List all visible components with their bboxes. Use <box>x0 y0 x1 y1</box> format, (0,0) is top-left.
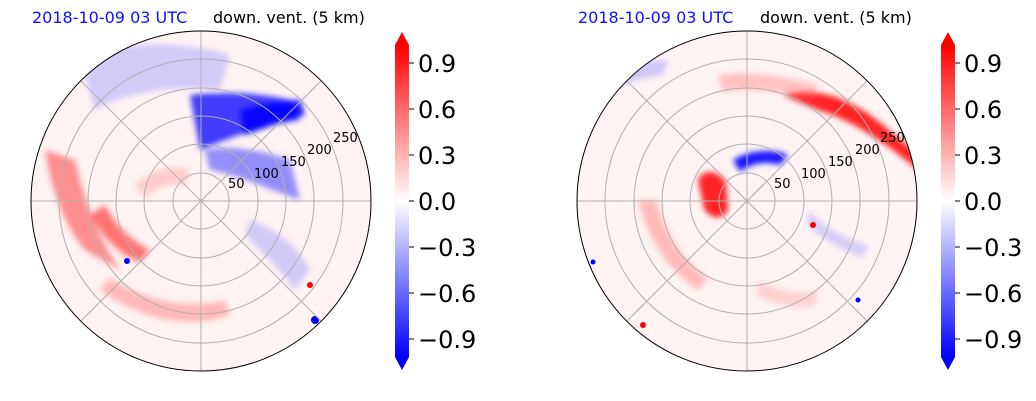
left-cb-tick-0.6: 0.6 <box>418 96 456 124</box>
right-radial-label-50: 50 <box>774 177 791 192</box>
right-polar-grid <box>577 31 917 371</box>
right-polar-plot: 50 100 150 200 250 0.9 0.6 0.3 0.0 −0.3 … <box>576 30 1022 372</box>
right-colorbar-extend-max <box>941 32 955 45</box>
left-cb-tick-0.9: 0.9 <box>418 50 456 78</box>
right-cb-tick-0.0: 0.0 <box>964 188 1002 216</box>
left-radial-label-50: 50 <box>228 177 245 192</box>
right-radial-label-200: 200 <box>855 143 880 158</box>
left-cb-tick-0.0: 0.0 <box>418 188 456 216</box>
left-polar-grid <box>31 31 371 371</box>
right-colorbar: 0.9 0.6 0.3 0.0 −0.3 −0.6 −0.9 <box>941 32 1022 370</box>
right-cb-tick-0.9: 0.9 <box>964 50 1002 78</box>
right-radial-tick-labels: 50 100 150 200 250 <box>774 131 905 192</box>
left-cb-tick-neg0.9: −0.9 <box>418 326 476 354</box>
right-cb-tick-neg0.3: −0.3 <box>964 234 1022 262</box>
left-date-title: 2018-10-09 03 UTC <box>32 8 188 27</box>
left-field-layer <box>31 44 319 324</box>
left-radial-tick-labels: 50 100 150 200 250 <box>228 131 358 192</box>
right-panel: 2018-10-09 03 UTC down. vent. (5 km) <box>518 0 1036 401</box>
right-cb-tick-0.6: 0.6 <box>964 96 1002 124</box>
left-field-title: down. vent. (5 km) <box>213 8 365 27</box>
left-colorbar-body <box>395 45 409 357</box>
right-radial-label-100: 100 <box>801 167 826 182</box>
left-radial-label-100: 100 <box>254 167 279 182</box>
left-colorbar-extend-min <box>395 357 409 370</box>
right-radial-label-250: 250 <box>880 131 905 146</box>
left-cb-tick-neg0.3: −0.3 <box>418 234 476 262</box>
left-radial-label-150: 150 <box>281 155 306 170</box>
left-polar-frame <box>30 30 372 372</box>
right-polar-frame <box>576 30 918 372</box>
left-polar-plot: 50 100 150 200 250 0.9 0.6 0.3 0.0 −0.3 … <box>30 30 476 372</box>
right-field-title: down. vent. (5 km) <box>760 8 912 27</box>
right-colorbar-body <box>941 45 955 357</box>
left-cb-tick-0.3: 0.3 <box>418 142 456 170</box>
right-cb-tick-neg0.6: −0.6 <box>964 280 1022 308</box>
left-cb-tick-neg0.6: −0.6 <box>418 280 476 308</box>
right-colorbar-extend-min <box>941 357 955 370</box>
left-panel: 2018-10-09 03 UTC down. vent. (5 km) <box>30 8 476 372</box>
right-date-title: 2018-10-09 03 UTC <box>578 8 734 27</box>
left-radial-label-250: 250 <box>333 131 358 146</box>
left-radial-label-200: 200 <box>307 143 332 158</box>
right-cb-tick-neg0.9: −0.9 <box>964 326 1022 354</box>
right-cb-tick-0.3: 0.3 <box>964 142 1002 170</box>
left-colorbar: 0.9 0.6 0.3 0.0 −0.3 −0.6 −0.9 <box>395 32 476 370</box>
left-colorbar-extend-max <box>395 32 409 45</box>
right-radial-label-150: 150 <box>828 155 853 170</box>
